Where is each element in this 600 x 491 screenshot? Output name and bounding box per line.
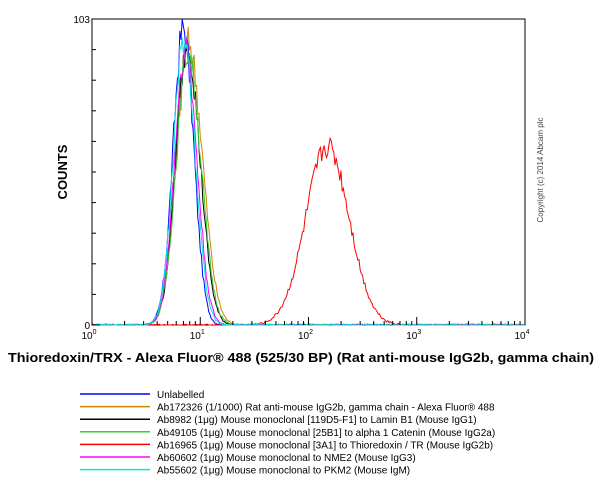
legend-label: Ab8982 (1μg) Mouse monoclonal [119D5-F1]… bbox=[157, 415, 477, 426]
x-tick-label: 101 bbox=[190, 329, 205, 342]
y-tick-label: 103 bbox=[73, 15, 90, 26]
legend-label: Unlabelled bbox=[157, 390, 204, 401]
x-tick-label: 104 bbox=[514, 329, 529, 342]
series-line bbox=[92, 39, 526, 326]
copyright-text: Copyright (c) 2014 Abcam plc bbox=[536, 118, 545, 223]
x-tick-label: 102 bbox=[298, 329, 313, 342]
legend-label: Ab16965 (1μg) Mouse monoclonal [3A1] to … bbox=[157, 440, 493, 451]
series-line bbox=[91, 48, 526, 326]
legend-label: Ab60602 (1μg) Mouse monoclonal to NME2 (… bbox=[157, 453, 416, 464]
x-tick-label: 100 bbox=[81, 329, 96, 342]
legend-label: Ab49105 (1μg) Mouse monoclonal [25B1] to… bbox=[157, 428, 495, 439]
y-tick-label: 0 bbox=[84, 321, 90, 332]
series-line bbox=[92, 37, 526, 326]
y-axis-title: COUNTS bbox=[55, 144, 70, 199]
series-line bbox=[92, 18, 526, 326]
series-layer bbox=[91, 18, 526, 326]
x-tick-label: 103 bbox=[406, 329, 421, 342]
x-axis-title: Thioredoxin/TRX - Alexa Fluor® 488 (525/… bbox=[8, 350, 594, 365]
tick-layer: 100 101 102 103 104 0 103 bbox=[73, 15, 529, 342]
series-line bbox=[91, 46, 526, 326]
series-line bbox=[91, 26, 526, 326]
series-line bbox=[91, 136, 526, 326]
plot-frame bbox=[91, 18, 526, 326]
legend: Unlabelled Ab172326 (1/1000) Rat anti-mou… bbox=[80, 390, 495, 477]
legend-label: Ab172326 (1/1000) Rat anti-mouse IgG2b, … bbox=[157, 403, 495, 414]
legend-label: Ab55602 (1μg) Mouse monoclonal to PKM2 (… bbox=[157, 466, 410, 477]
